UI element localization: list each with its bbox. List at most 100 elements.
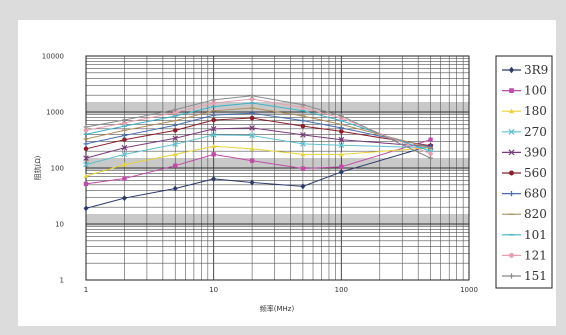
data-point (210, 126, 217, 132)
y-tick-label: 10000 (42, 53, 64, 61)
data-point (172, 135, 179, 142)
x-tick-label: 100 (335, 286, 348, 294)
data-point (509, 170, 514, 176)
series-line (85, 112, 431, 148)
legend-item: 151 (502, 269, 547, 283)
data-point (338, 125, 344, 131)
data-point (83, 161, 89, 168)
data-point (338, 142, 345, 149)
data-point (83, 181, 89, 187)
data-point (172, 185, 178, 192)
legend: 3R9 100 180 270 390 560 680 820 101 121 151 (502, 63, 548, 283)
legend-label: 101 (524, 228, 547, 242)
data-point (122, 195, 127, 202)
legend-label: 100 (524, 84, 547, 98)
series-100 (83, 137, 433, 187)
series-line (85, 102, 431, 152)
legend-label: 390 (524, 145, 547, 159)
legend-label: 270 (524, 125, 547, 139)
legend-item: 680 (502, 187, 547, 201)
data-point (338, 136, 345, 143)
data-point (300, 105, 306, 110)
data-point (172, 107, 178, 113)
data-point (338, 113, 344, 119)
series-121 (83, 96, 433, 156)
data-point (172, 110, 178, 115)
legend-label: 3R9 (524, 63, 548, 77)
y-tick-label: 100 (51, 165, 64, 173)
y-tick-label: 1 (60, 277, 64, 285)
x-tick-label: 1000 (460, 286, 478, 294)
legend-item: 390 (502, 145, 547, 159)
data-point (211, 143, 217, 149)
data-point (508, 273, 515, 279)
legend-item: 820 (502, 207, 547, 221)
series-101 (83, 102, 433, 152)
legend-label: 820 (524, 207, 547, 221)
data-point (172, 151, 178, 157)
data-point (211, 100, 216, 106)
legend-label: 180 (524, 104, 547, 118)
data-point (300, 132, 306, 138)
series-line (85, 95, 431, 159)
data-point (428, 151, 433, 156)
legend-item: 180 (502, 104, 547, 118)
x-tick-label: 1 (84, 286, 88, 294)
data-point (338, 151, 344, 157)
series-layer (83, 93, 434, 212)
series-680 (83, 110, 433, 150)
data-point (428, 155, 433, 161)
legend-label: 121 (524, 248, 547, 262)
data-point (122, 162, 127, 167)
series-line (85, 145, 431, 177)
data-point (300, 141, 306, 147)
data-point (83, 173, 89, 178)
data-point (121, 144, 128, 151)
data-point (249, 179, 255, 186)
x-tick-label: 10 (209, 286, 218, 294)
impedance-chart: 1 10 100 1000 1 10 100 1000 10000 频率(MHz) 阻抗(Ω)… (33, 53, 553, 313)
data-point (249, 125, 255, 131)
data-point (211, 112, 217, 118)
y-tick-label: 1000 (46, 109, 64, 117)
data-point (300, 151, 306, 157)
data-point (339, 164, 344, 169)
data-point (249, 115, 255, 121)
y-axis-label: 阻抗(Ω) (33, 155, 42, 180)
data-point (173, 163, 178, 168)
chart-card: 1 10 100 1000 1 10 100 1000 10000 频率(MHz) 阻抗(Ω)… (18, 20, 556, 326)
data-point (83, 141, 89, 147)
series-line (85, 98, 431, 155)
series-line (85, 139, 431, 185)
data-point (211, 152, 216, 157)
data-point (172, 128, 178, 133)
data-point (83, 128, 89, 133)
legend-label: 560 (524, 166, 547, 180)
data-point (300, 118, 306, 124)
series-line (85, 127, 431, 159)
data-point (249, 132, 255, 139)
data-point (122, 117, 127, 123)
data-point (300, 102, 306, 108)
data-point (122, 176, 127, 181)
legend-item: 101 (502, 228, 547, 242)
data-point (508, 191, 515, 197)
shade-band (86, 158, 469, 170)
data-point (172, 141, 179, 148)
data-point (211, 97, 217, 103)
legend-label: 151 (524, 269, 547, 283)
series-820 (83, 107, 433, 149)
data-point (249, 146, 255, 151)
data-point (122, 133, 127, 138)
legend-item: 121 (502, 248, 547, 262)
data-point (249, 110, 255, 116)
x-axis-label: 频率(MHz) (260, 304, 295, 313)
data-point (508, 128, 515, 135)
series-560 (83, 115, 433, 152)
y-tick-labels: 1 10 100 1000 10000 (42, 53, 64, 285)
data-point (172, 122, 178, 128)
x-tick-labels: 1 10 100 1000 (84, 286, 478, 294)
data-point (428, 137, 433, 142)
series-151 (83, 93, 433, 161)
data-point (83, 146, 89, 152)
